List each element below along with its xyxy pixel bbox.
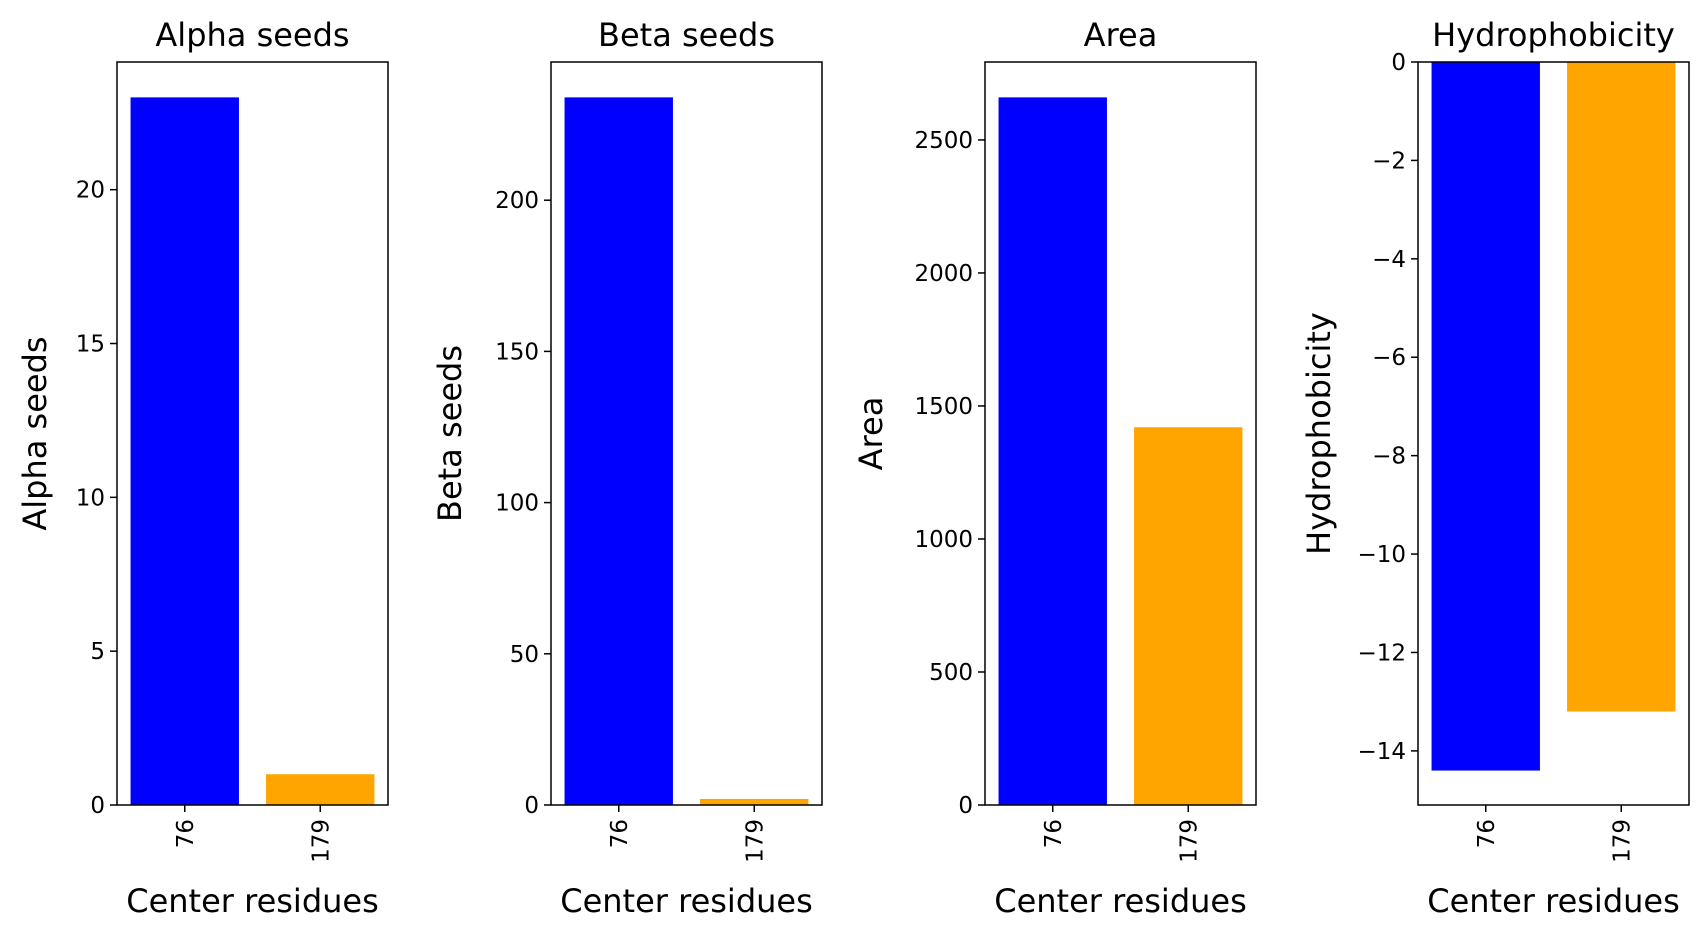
x-axis-label: Center residues [994, 882, 1247, 920]
bar-179 [1567, 62, 1676, 712]
plot-frame [1417, 61, 1690, 806]
chart-panel-alpha-seeds: 76 179 0 5 10 15 20 Alpha seeds Center residues A… [16, 16, 389, 920]
y-tick-label: 0 [524, 793, 539, 819]
y-tick-label: 1500 [914, 394, 973, 420]
chart-title: Area [1084, 16, 1158, 54]
y-tick-label: −2 [1372, 148, 1406, 174]
y-axis-label: Alpha seeds [16, 336, 54, 530]
chart-panel-hydrophobicity: 76 179 0 −2 −4 −6 −8 −10 −12 −14 Hydrophobicity Cen… [1300, 16, 1690, 920]
plot-frame [116, 61, 389, 806]
chart-panel-beta-seeds: 76 179 0 50 100 150 200 Beta seeds Center residu… [431, 16, 823, 920]
y-tick-label: 2500 [914, 128, 973, 154]
plot-frame [550, 61, 823, 806]
y-tick-label: 5 [90, 639, 105, 665]
x-tick-label-179: 179 [1609, 819, 1635, 863]
plot-frame [984, 61, 1257, 806]
x-tick-label-76: 76 [607, 819, 633, 848]
y-tick-label: 1000 [914, 527, 973, 553]
y-tick-label: 100 [495, 491, 539, 517]
y-tick-label: 10 [76, 485, 105, 511]
y-tick-label: 200 [495, 188, 539, 214]
chart-title: Alpha seeds [155, 16, 349, 54]
y-axis-label: Hydrophobicity [1300, 312, 1338, 555]
y-tick-label: −12 [1357, 640, 1406, 666]
y-tick-label: 500 [929, 660, 973, 686]
x-tick-label-76: 76 [173, 819, 199, 848]
bar-179 [266, 774, 375, 805]
y-tick-label: 0 [90, 793, 105, 819]
x-tick-label-76: 76 [1041, 819, 1067, 848]
y-tick-label: 0 [1391, 50, 1406, 76]
bar-76 [130, 97, 239, 805]
bar-179 [700, 798, 809, 805]
bar-76 [564, 97, 673, 805]
y-tick-label: 15 [76, 332, 105, 358]
x-axis-label: Center residues [1427, 882, 1680, 920]
x-tick-label-76: 76 [1474, 819, 1500, 848]
y-tick-label: 2000 [914, 261, 973, 287]
y-axis-label: Beta seeds [431, 345, 469, 522]
y-tick-label: −8 [1372, 444, 1406, 470]
x-tick-label-179: 179 [308, 819, 334, 863]
y-tick-label: 0 [958, 793, 973, 819]
y-tick-label: 50 [510, 642, 539, 668]
bar-76 [1431, 62, 1540, 771]
bar-179 [1134, 427, 1243, 805]
x-axis-label: Center residues [126, 882, 379, 920]
chart-title: Hydrophobicity [1432, 16, 1675, 54]
y-tick-label: 150 [495, 339, 539, 365]
x-axis-label: Center residues [560, 882, 813, 920]
chart-title: Beta seeds [598, 16, 775, 54]
x-tick-label-179: 179 [1176, 819, 1202, 863]
y-tick-label: 20 [76, 178, 105, 204]
bar-76 [998, 97, 1107, 805]
chart-panel-area: 76 179 0 500 1000 1500 2000 2500 Area Center resi… [852, 16, 1257, 920]
x-tick-label-179: 179 [742, 819, 768, 863]
y-axis-label: Area [852, 397, 890, 471]
y-tick-label: −14 [1357, 739, 1406, 765]
y-tick-label: −10 [1357, 542, 1406, 568]
y-tick-label: −4 [1372, 247, 1406, 273]
y-tick-label: −6 [1372, 345, 1406, 371]
